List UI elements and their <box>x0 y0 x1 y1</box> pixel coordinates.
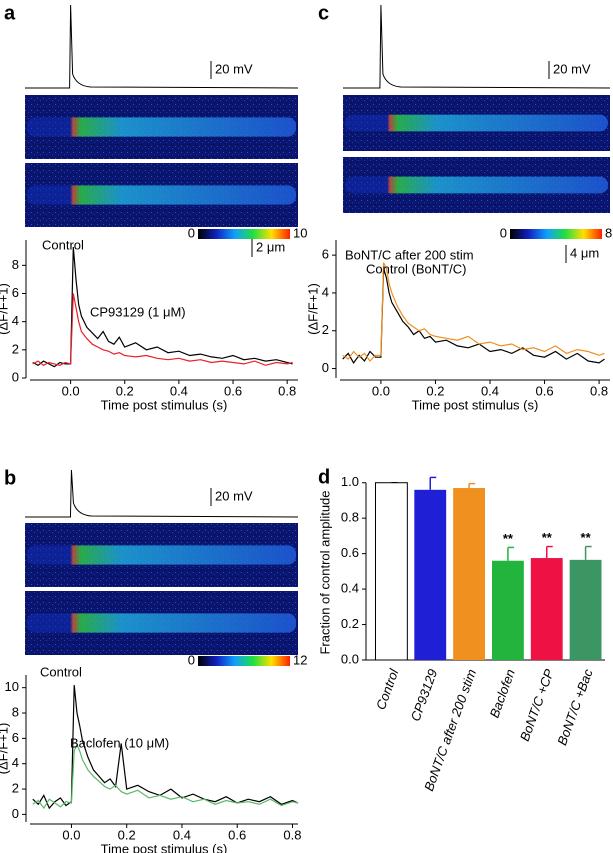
panel-letter: d <box>318 466 330 488</box>
y-axis-label: (ΔF/F+1) <box>0 723 10 775</box>
voltage-scale-label: 20 mV <box>215 61 253 76</box>
y-tick-label: 0.4 <box>341 581 359 596</box>
x-tick-label: 0.2 <box>116 383 134 398</box>
y-axis-label: (ΔF/F+1) <box>0 283 10 335</box>
significance-label: ** <box>581 530 592 545</box>
significance-label: ** <box>542 530 553 545</box>
category-label: Baclofen <box>487 667 518 720</box>
x-axis-label: Time post stimulus (s) <box>412 397 539 412</box>
colorbar-label: 0 <box>500 225 507 240</box>
y-tick-label: 0.6 <box>341 545 359 560</box>
image-scale-label: 2 μm <box>256 239 285 254</box>
y-tick-label: 4 <box>322 284 329 299</box>
category-label: BoNT/C +Bac <box>554 667 596 748</box>
y-tick-label: 6 <box>322 247 329 262</box>
y-tick-label: 4 <box>12 755 19 770</box>
series-label: Control <box>40 664 82 679</box>
y-tick-label: 4 <box>12 313 19 328</box>
panel-letter: b <box>4 467 16 489</box>
colorbar-label: 8 <box>605 225 612 240</box>
x-axis-label: Time post stimulus (s) <box>101 841 228 853</box>
x-tick-label: 0.0 <box>62 827 80 842</box>
colorbar-label: 0 <box>188 225 195 240</box>
voltage-scale-label: 20 mV <box>553 61 591 76</box>
x-tick-label: 0.0 <box>62 383 80 398</box>
x-tick-label: 0.4 <box>170 383 188 398</box>
significance-label: ** <box>503 531 514 546</box>
x-tick-label: 0.4 <box>481 383 499 398</box>
x-tick-label: 0.0 <box>372 383 390 398</box>
y-axis-label: (ΔF/F+1) <box>305 283 320 335</box>
series-label: CP93129 (1 μM) <box>90 304 186 319</box>
voltage-trace <box>25 469 299 518</box>
y-tick-label: 6 <box>12 285 19 300</box>
trace-line <box>32 293 293 367</box>
y-tick-label: 1.0 <box>341 474 359 489</box>
y-tick-label: 10 <box>5 679 19 694</box>
colorbar <box>198 229 290 239</box>
series-label: Control <box>42 237 84 252</box>
x-tick-label: 0.2 <box>426 383 444 398</box>
x-tick-label: 0.6 <box>536 383 554 398</box>
x-tick-label: 0.6 <box>224 383 242 398</box>
y-tick-label: 8 <box>12 704 19 719</box>
bar <box>453 488 486 660</box>
panel-letter: c <box>318 2 329 24</box>
y-tick-label: 2 <box>322 322 329 337</box>
y-axis-label: Fraction of control amplitude <box>317 490 332 654</box>
voltage-trace <box>343 4 611 89</box>
line-scan-band <box>345 176 608 194</box>
x-tick-label: 0.8 <box>278 383 296 398</box>
series-label: Baclofen (10 μM) <box>70 735 169 750</box>
trace-line <box>32 246 293 368</box>
bar <box>530 558 563 660</box>
line-scan-band <box>345 114 608 132</box>
bar <box>374 482 408 661</box>
category-label: Control <box>373 666 402 712</box>
colorbar-label: 0 <box>188 652 195 667</box>
line-scan-band <box>27 613 296 633</box>
voltage-trace <box>25 4 299 89</box>
line-scan-band <box>27 185 296 205</box>
y-tick-label: 2 <box>12 341 19 356</box>
x-tick-label: 0.2 <box>118 827 136 842</box>
colorbar-label: 12 <box>293 652 307 667</box>
line-scan-band <box>27 117 296 137</box>
bar <box>569 559 602 660</box>
y-tick-label: 8 <box>12 257 19 272</box>
x-tick-label: 0.4 <box>173 827 191 842</box>
category-label: CP93129 <box>408 667 441 723</box>
bar <box>414 489 447 660</box>
y-tick-label: 0 <box>12 806 19 821</box>
x-axis-label: Time post stimulus (s) <box>101 397 228 412</box>
y-tick-label: 0.2 <box>341 616 359 631</box>
x-tick-label: 0.8 <box>590 383 608 398</box>
x-tick-label: 0.8 <box>283 827 301 842</box>
colorbar-label: 10 <box>293 225 307 240</box>
trace-line <box>342 262 605 362</box>
series-label: BoNT/C after 200 stim <box>345 247 474 262</box>
colorbar <box>198 656 290 666</box>
panel-letter: a <box>4 2 16 24</box>
y-tick-label: 0 <box>12 369 19 384</box>
y-tick-label: 2 <box>12 780 19 795</box>
x-tick-label: 0.6 <box>228 827 246 842</box>
y-tick-label: 6 <box>12 730 19 745</box>
line-scan-band <box>27 545 296 565</box>
bar <box>491 560 524 660</box>
category-label: BoNT/C +CP <box>517 667 557 743</box>
trace-line <box>32 743 299 810</box>
series-label: Control (BoNT/C) <box>366 261 466 276</box>
y-tick-label: 0.0 <box>341 651 359 666</box>
voltage-scale-label: 20 mV <box>215 488 253 503</box>
colorbar <box>510 229 602 239</box>
y-tick-label: 0 <box>322 360 329 375</box>
image-scale-label: 4 μm <box>570 245 599 260</box>
y-tick-label: 0.8 <box>341 510 359 525</box>
